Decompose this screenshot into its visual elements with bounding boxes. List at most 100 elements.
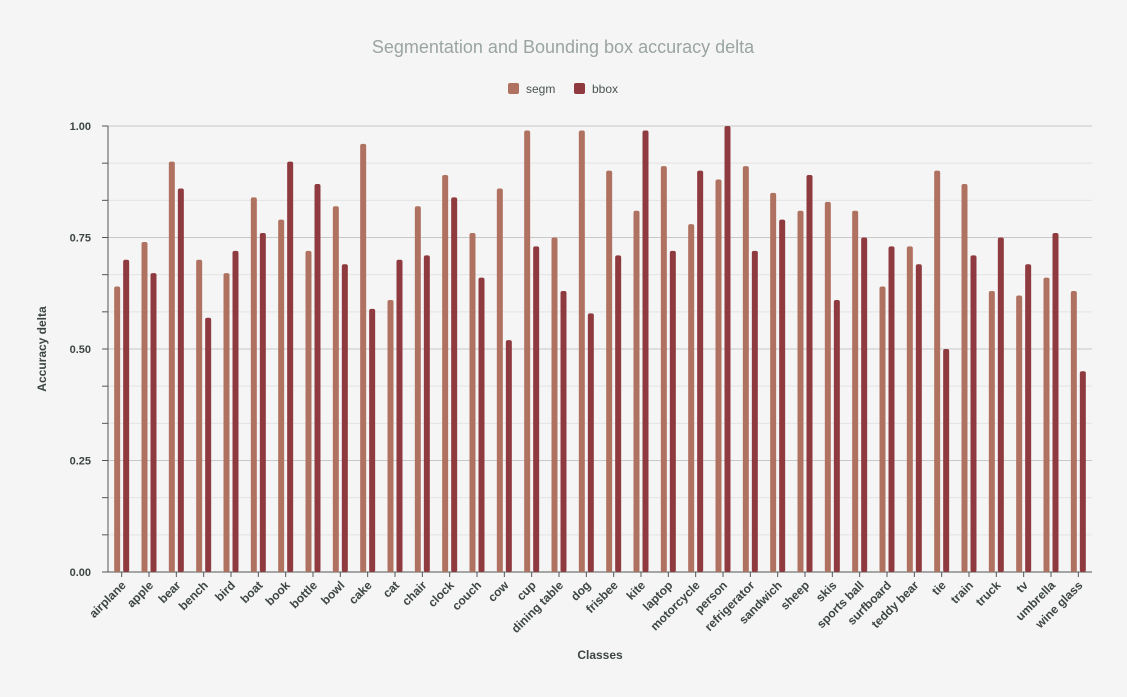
chart-title: Segmentation and Bounding box accuracy d… xyxy=(372,37,755,57)
bars xyxy=(114,126,1086,573)
y-axis-ticks: 0.00 0.25 0.50 0.75 1.00 xyxy=(70,121,91,579)
bar-bbox xyxy=(396,259,403,572)
y-tick-label: 0.50 xyxy=(70,344,91,356)
bar-bbox xyxy=(314,183,321,573)
y-tick-label: 0.75 xyxy=(70,233,91,245)
bar-segm xyxy=(1070,291,1077,572)
bar-segm xyxy=(660,166,667,572)
x-tick-label: bird xyxy=(212,578,238,604)
bar-segm xyxy=(797,210,804,573)
bar-segm xyxy=(332,206,339,572)
y-tick-label: 1.00 xyxy=(70,121,91,133)
bar-bbox xyxy=(751,250,758,572)
bar-bbox xyxy=(779,219,786,572)
bar-bbox xyxy=(478,277,485,572)
bar-segm xyxy=(442,175,449,572)
bar-segm xyxy=(278,219,285,572)
bar-segm xyxy=(524,130,531,572)
bar-segm xyxy=(852,210,859,573)
bar-segm xyxy=(961,183,968,573)
bar-segm xyxy=(387,299,394,572)
bar-bbox xyxy=(423,255,430,572)
x-tick-label: bowl xyxy=(318,578,347,607)
bar-segm xyxy=(196,259,203,572)
y-axis-title: Accuracy delta xyxy=(35,306,49,392)
bar-bbox xyxy=(560,291,567,572)
bar-bbox xyxy=(1052,233,1059,573)
x-tick-label: apple xyxy=(124,578,156,610)
bar-segm xyxy=(879,286,886,572)
bar-segm xyxy=(742,166,749,572)
legend-label-bbox: bbox xyxy=(592,82,618,96)
bar-bbox xyxy=(915,264,922,572)
x-tick-label: cow xyxy=(485,578,512,605)
bar-segm xyxy=(305,250,312,572)
bar-bbox xyxy=(615,255,622,572)
legend-swatch-bbox xyxy=(574,83,585,94)
bar-bbox xyxy=(505,340,512,572)
bar-segm xyxy=(1043,277,1050,572)
bar-bbox xyxy=(150,273,157,572)
bar-segm xyxy=(688,224,695,572)
bar-bbox xyxy=(232,250,239,572)
bar-bbox xyxy=(888,246,895,573)
bar-segm xyxy=(770,192,777,572)
x-tick-label: train xyxy=(948,578,976,606)
x-tick-label: tv xyxy=(1013,578,1031,596)
x-tick-label: bench xyxy=(176,578,211,613)
bar-segm xyxy=(906,246,913,573)
bar-bbox xyxy=(533,246,540,573)
bar-bbox xyxy=(587,313,594,572)
bar-bbox xyxy=(369,308,376,572)
bar-segm xyxy=(988,291,995,572)
bar-bbox xyxy=(861,237,868,572)
bar-segm xyxy=(715,179,722,572)
x-tick-label: cat xyxy=(380,578,402,600)
bar-segm xyxy=(250,197,257,573)
bar-bbox xyxy=(970,255,977,572)
legend-label-segm: segm xyxy=(526,82,555,96)
bar-bbox xyxy=(287,161,294,572)
bar-segm xyxy=(578,130,585,572)
bar-segm xyxy=(469,233,476,573)
bar-bbox xyxy=(943,349,950,572)
bar-segm xyxy=(934,170,941,572)
x-tick-label: cake xyxy=(346,578,375,607)
x-tick-label: airplane xyxy=(86,578,129,621)
bar-bbox xyxy=(1079,371,1086,572)
bar-segm xyxy=(551,237,558,572)
bar-segm xyxy=(141,241,148,572)
bar-bbox xyxy=(259,233,266,573)
bar-bbox xyxy=(451,197,458,573)
bar-segm xyxy=(633,210,640,573)
bar-segm xyxy=(824,201,831,572)
bar-bbox xyxy=(642,130,649,572)
bar-segm xyxy=(114,286,121,572)
bar-segm xyxy=(414,206,421,572)
x-tick-label: couch xyxy=(449,578,484,613)
bar-segm xyxy=(360,143,367,572)
bar-bbox xyxy=(341,264,348,572)
bar-bbox xyxy=(724,126,731,572)
bar-segm xyxy=(496,188,503,572)
y-tick-label: 0.00 xyxy=(70,567,91,579)
x-tick-label: tie xyxy=(929,578,949,598)
grid xyxy=(102,125,1092,573)
bar-bbox xyxy=(123,259,130,572)
bar-segm xyxy=(1016,295,1023,572)
legend-swatch-segm xyxy=(508,83,519,94)
legend: segm bbox xyxy=(508,82,618,96)
bar-segm xyxy=(223,273,230,572)
bar-segm xyxy=(168,161,175,572)
bar-bbox xyxy=(177,188,184,572)
x-tick-label: boat xyxy=(238,578,266,606)
x-axis-title: Classes xyxy=(577,648,623,662)
x-tick-label: truck xyxy=(973,578,1004,609)
bar-bbox xyxy=(997,237,1004,572)
bar-bbox xyxy=(1025,264,1032,572)
x-tick-label: sheep xyxy=(778,578,812,612)
bar-bbox xyxy=(205,317,212,572)
x-tick-label: bottle xyxy=(287,578,320,611)
